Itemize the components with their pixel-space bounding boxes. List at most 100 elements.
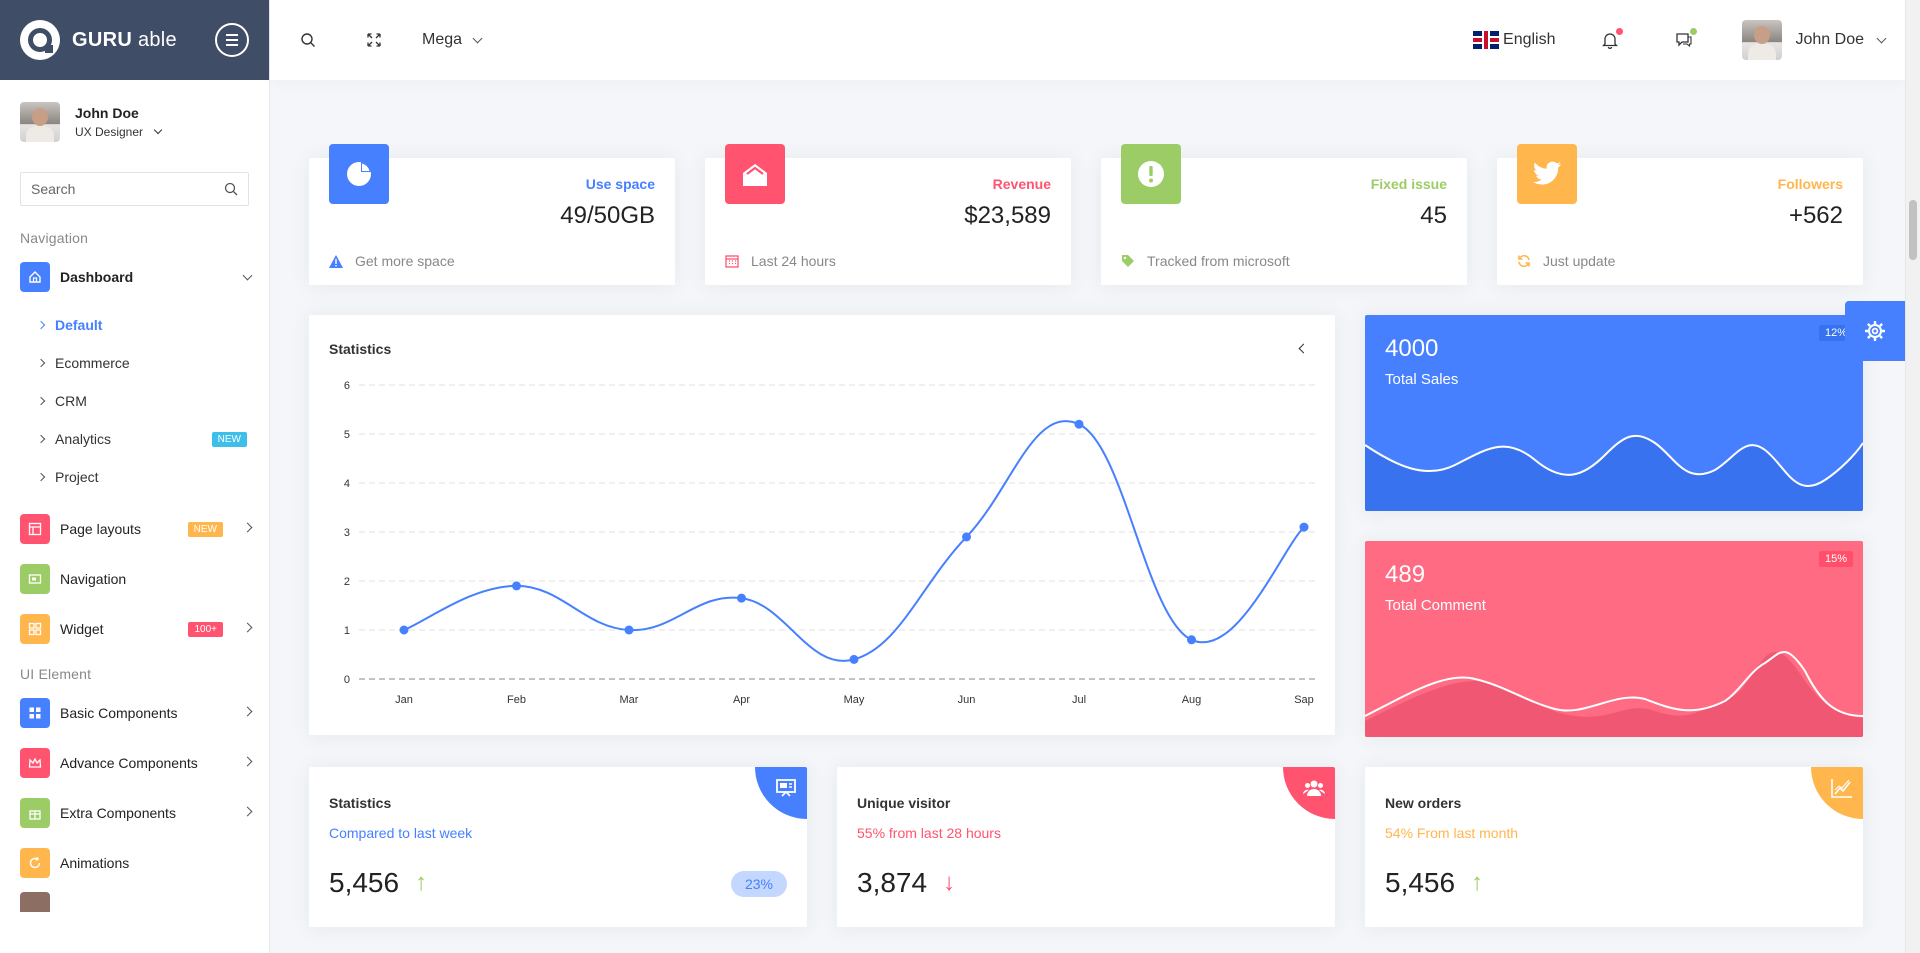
widget-card-revenue: Revenue $23,589 Last 24 hours [705,144,1071,285]
avatar [1741,20,1782,60]
sidebar-search [20,172,249,206]
widget-value: +562 [1788,202,1843,229]
comment-caption: Total Comment [1385,597,1486,614]
y-tick-label: 1 [344,625,350,637]
data-point[interactable] [512,581,521,591]
page-scrollbar[interactable] [1905,0,1920,953]
card-value: 3,874 [857,867,928,898]
header-user-menu[interactable]: John Doe [1741,20,1887,60]
chevron-right-icon [242,622,253,633]
message-icon[interactable] [1674,28,1697,50]
layout-icon [20,514,50,544]
sidebar-subitem-project[interactable]: Project [0,458,269,496]
comment-value: 489 [1385,561,1426,588]
statistics-chart-card: Statistics 0 1 2 3 4 5 6 Jan Feb Mar Apr May Jun Jul… [309,315,1335,735]
x-tick-label: Jun [958,694,976,706]
widget-footer[interactable]: Get more space [329,253,455,269]
chart-title: Statistics [329,341,392,357]
chart-line-icon [1811,767,1863,819]
widget-footer[interactable]: Tracked from microsoft [1121,253,1290,269]
y-tick-label: 6 [344,380,350,392]
sidebar-item-dashboard[interactable]: Dashboard [0,252,269,302]
alert-icon [1121,144,1181,204]
section-title-navigation: Navigation [20,230,89,246]
sidebar-item-extra-components[interactable]: Extra Components [0,788,269,838]
widget-icon [20,614,50,644]
search-input[interactable] [31,181,224,197]
chevron-right-icon [242,706,253,717]
statistics-summary-card: Statistics Compared to last week 5,456 ↑ … [309,767,807,927]
card-title: New orders [1385,795,1462,811]
bell-icon[interactable] [1600,28,1623,50]
chevron-down-icon [1876,33,1887,43]
header-user-name: John Doe [1795,31,1865,48]
data-point[interactable] [962,532,971,542]
y-tick-label: 0 [344,674,350,686]
language-selector[interactable]: English [1503,31,1556,48]
sidebar-subitem-analytics[interactable]: Analytics NEW [0,420,269,458]
sidebar-subitem-crm[interactable]: CRM [0,382,269,420]
crown-icon [20,748,50,778]
gear-icon[interactable] [1845,301,1905,361]
sidebar-user-role[interactable]: UX Designer [75,125,163,139]
sidebar-item-label: Navigation [60,571,127,587]
count-badge: 100+ [188,621,223,637]
arrow-up-icon: ↑ [415,869,428,896]
x-tick-label: Apr [733,694,750,706]
sidebar-next-item-icon [20,892,50,912]
data-point[interactable] [737,593,746,603]
data-point[interactable] [1187,635,1196,645]
card-subtitle: Compared to last week [329,825,473,841]
search-icon[interactable] [298,30,318,50]
chevron-down-icon [242,270,253,281]
tag-icon [1121,254,1135,268]
new-badge: NEW [211,431,247,447]
widget-footer[interactable]: Last 24 hours [725,253,836,269]
fullscreen-icon[interactable] [364,30,384,50]
data-point[interactable] [849,654,859,664]
widget-card-fixed-issue: Fixed issue 45 Tracked from microsoft [1101,144,1467,285]
sidebar-item-label: Page layouts [60,521,141,537]
chevron-right-icon [242,522,253,533]
x-tick-label: Aug [1182,694,1202,706]
sidebar-item-basic-components[interactable]: Basic Components [0,688,269,738]
data-point[interactable] [399,625,409,635]
sales-caption: Total Sales [1385,371,1459,388]
sidebar-item-navigation[interactable]: Navigation [0,554,269,604]
sidebar-item-label: Advance Components [60,755,198,771]
sidebar-user[interactable]: John Doe UX Designer [0,80,269,154]
data-point[interactable] [1299,522,1309,532]
x-tick-label: May [844,694,865,706]
card-value: 5,456 [329,867,400,898]
widget-card-use-space: Use space 49/50GB Get more space [309,144,675,285]
presentation-icon [755,767,807,819]
search-icon[interactable] [224,182,238,196]
widget-label: Fixed issue [1370,176,1447,192]
data-point[interactable] [1074,419,1084,429]
mega-menu-dropdown[interactable]: Mega [422,31,483,49]
sales-wave [1365,434,1863,511]
sidebar-subitem-default[interactable]: Default [0,306,269,344]
sidebar-item-page-layouts[interactable]: Page layouts NEW [0,504,269,554]
card-title: Statistics [329,795,392,811]
uk-flag-icon [1473,31,1500,49]
widget-label: Revenue [992,176,1051,192]
x-tick-label: Mar [620,694,639,706]
sidebar-item-animations[interactable]: Animations [0,838,269,888]
sidebar-subitem-ecommerce[interactable]: Ecommerce [0,344,269,382]
sidebar-item-advance-components[interactable]: Advance Components [0,738,269,788]
nav-icon [20,564,50,594]
sidebar-item-label: Extra Components [60,805,176,821]
menu-toggle-button[interactable] [215,23,249,57]
y-tick-label: 5 [344,429,350,441]
data-point[interactable] [624,625,634,635]
y-tick-label: 3 [344,527,350,539]
sales-value: 4000 [1385,335,1439,362]
calendar-icon [725,254,739,268]
widget-footer[interactable]: Just update [1517,253,1615,269]
sidebar-item-widget[interactable]: Widget 100+ [0,604,269,654]
chevron-down-icon [472,33,483,43]
home-icon [20,262,50,292]
logo-icon [20,20,60,60]
top-header: Mega English John Doe [270,0,1905,80]
